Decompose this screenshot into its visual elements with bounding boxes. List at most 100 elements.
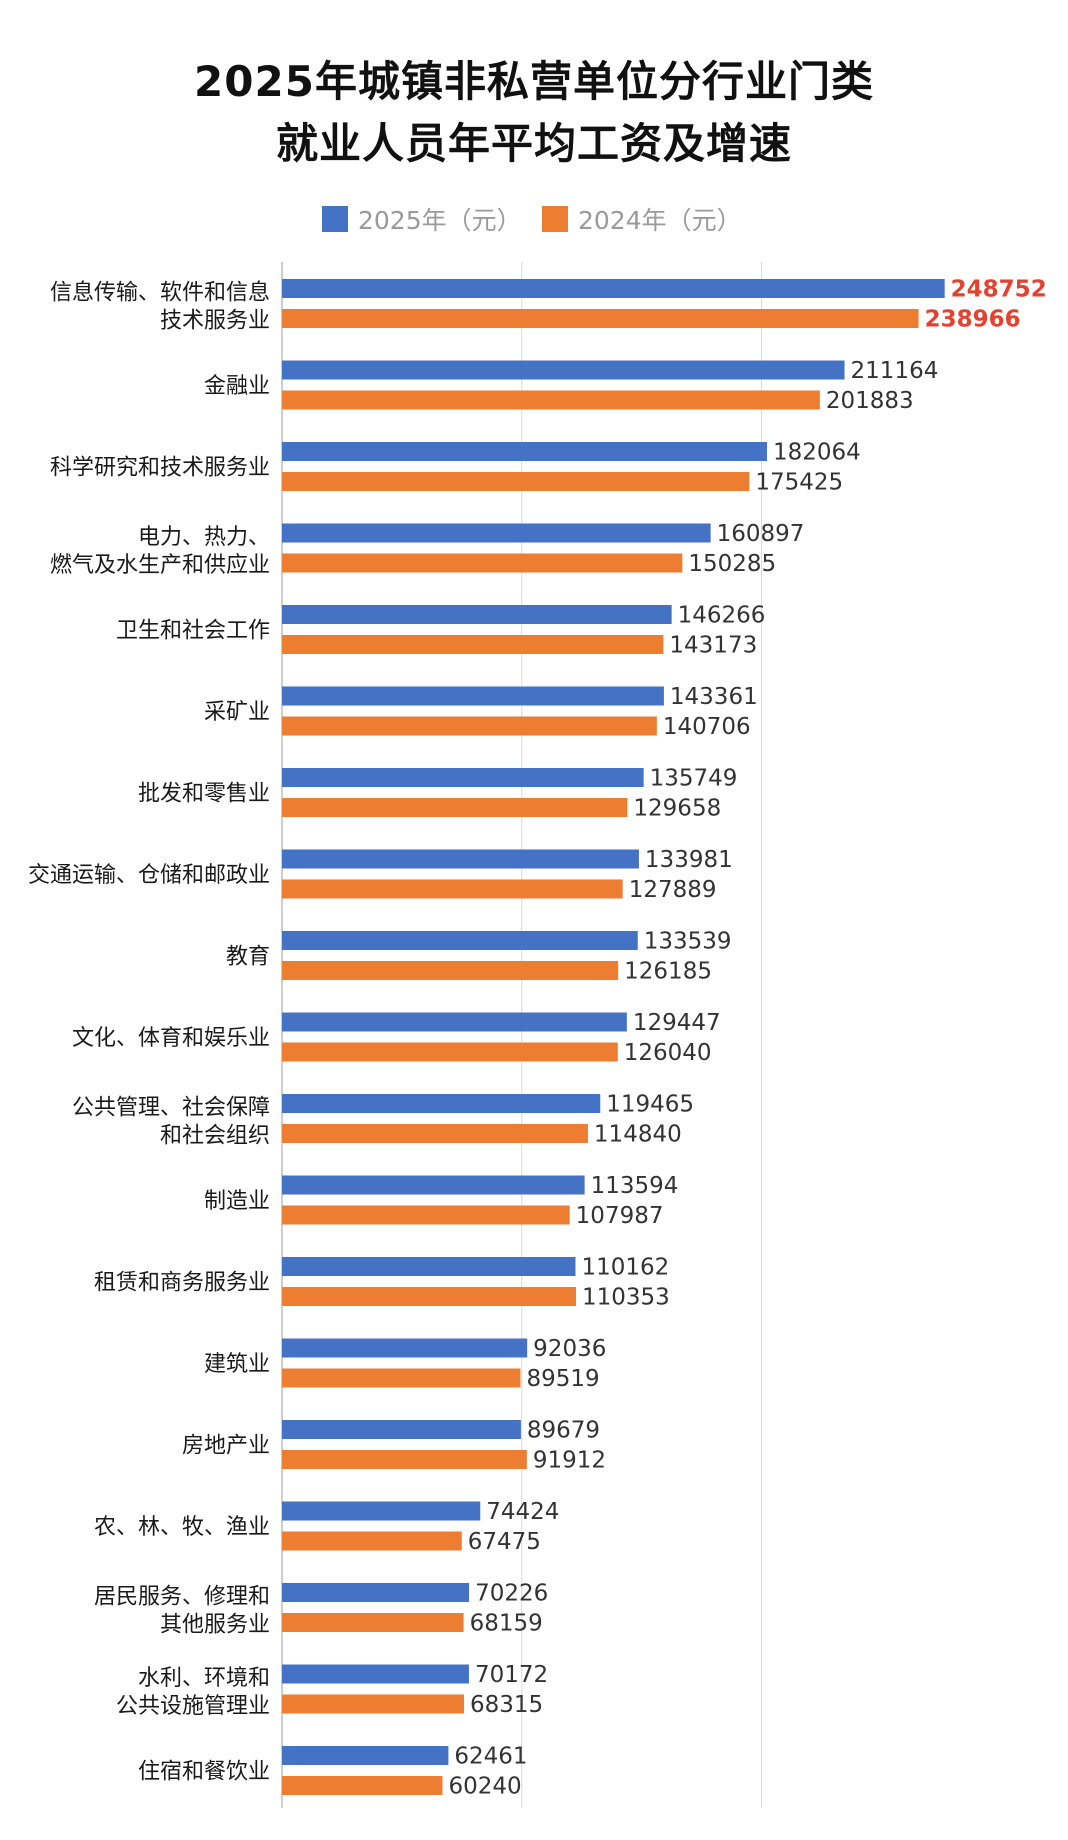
legend-label-2024: 2024年（元） <box>578 206 742 235</box>
category-label: 批发和零售业 <box>138 782 270 807</box>
bar-2024 <box>282 879 623 899</box>
value-label-2025: 248752 <box>951 277 1047 303</box>
bar-2024 <box>282 1531 462 1551</box>
bar-2025 <box>282 1583 470 1602</box>
value-label-2025: 119465 <box>606 1092 694 1118</box>
bar-2025 <box>282 523 711 543</box>
bar-2025 <box>282 1420 521 1439</box>
bar-2024 <box>282 472 750 491</box>
category-label: 水利、环境和公共设施管理业 <box>116 1666 270 1719</box>
bar-2025 <box>282 1501 481 1521</box>
category-label: 建筑业 <box>204 1352 270 1377</box>
bar-2024 <box>282 1694 464 1714</box>
bar-2025 <box>282 1175 585 1195</box>
legend-item-2024: 2024年（元） <box>542 202 742 236</box>
value-label-2024: 143173 <box>669 633 757 659</box>
bar-2025 <box>282 279 945 298</box>
bar-2024 <box>282 390 820 410</box>
value-label-2025: 146266 <box>678 603 766 629</box>
bar-2024 <box>282 635 664 654</box>
bar-2025 <box>282 1338 528 1358</box>
bar-2024 <box>282 1450 527 1469</box>
bar-2024 <box>282 1368 521 1388</box>
legend-label-2025: 2025年（元） <box>358 206 522 235</box>
bar-2025 <box>282 360 845 380</box>
category-label: 采矿业 <box>204 700 270 725</box>
bar-2025 <box>282 686 664 706</box>
value-label-2024: 60240 <box>448 1774 521 1800</box>
value-label-2025: 182064 <box>773 440 861 466</box>
category-label: 农、林、牧、渔业 <box>94 1515 270 1540</box>
value-label-2025: 113594 <box>591 1173 679 1199</box>
chart-title-line-1: 2025年城镇非私营单位分行业门类 <box>194 57 874 106</box>
bar-2024 <box>282 798 628 817</box>
category-label: 住宿和餐饮业 <box>138 1760 270 1785</box>
bar-2025 <box>282 605 672 624</box>
value-label-2024: 150285 <box>688 551 776 577</box>
category-label: 房地产业 <box>182 1434 270 1459</box>
value-label-2024: 201883 <box>826 388 914 414</box>
value-label-2025: 133539 <box>644 929 732 955</box>
value-label-2024: 238966 <box>925 307 1021 333</box>
bar-2024 <box>282 1042 618 1062</box>
category-label: 居民服务、修理和其他服务业 <box>94 1585 270 1638</box>
value-label-2024: 114840 <box>594 1122 682 1148</box>
category-label: 公共管理、社会保障和社会组织 <box>72 1096 270 1149</box>
value-label-2024: 89519 <box>526 1366 599 1392</box>
bar-2024 <box>282 1287 576 1306</box>
bar-2024 <box>282 1613 464 1632</box>
bar-2024 <box>282 1124 588 1143</box>
bar-2024 <box>282 1205 570 1225</box>
value-label-2024: 127889 <box>629 877 717 903</box>
value-label-2025: 211164 <box>851 358 939 384</box>
bar-2024 <box>282 1776 443 1795</box>
value-label-2024: 129658 <box>633 796 721 822</box>
category-label: 文化、体育和娱乐业 <box>72 1026 270 1051</box>
bar-2025 <box>282 1257 576 1276</box>
value-label-2024: 91912 <box>533 1448 606 1474</box>
bar-2025 <box>282 768 644 787</box>
value-label-2025: 74424 <box>486 1499 559 1525</box>
category-label: 信息传输、软件和信息技术服务业 <box>50 281 270 334</box>
value-label-2024: 140706 <box>663 714 751 740</box>
bar-2025 <box>282 442 768 461</box>
bar-2025 <box>282 1664 469 1684</box>
category-label: 制造业 <box>204 1189 270 1214</box>
value-label-2025: 129447 <box>633 1010 721 1036</box>
bar-2024 <box>282 961 619 980</box>
value-label-2025: 133981 <box>645 847 733 873</box>
bar-2024 <box>282 716 657 736</box>
value-label-2025: 70172 <box>475 1662 548 1688</box>
category-label: 科学研究和技术服务业 <box>50 456 270 481</box>
bar-2024 <box>282 553 683 573</box>
legend-item-2025: 2025年（元） <box>322 202 522 236</box>
category-label: 卫生和社会工作 <box>116 619 270 644</box>
value-label-2024: 110353 <box>582 1285 670 1311</box>
bar-2025 <box>282 1012 627 1032</box>
value-label-2025: 110162 <box>581 1255 669 1281</box>
bar-2025 <box>282 1746 449 1765</box>
value-label-2025: 62461 <box>454 1744 527 1770</box>
value-label-2024: 67475 <box>468 1529 541 1555</box>
value-label-2025: 70226 <box>475 1581 548 1607</box>
category-label: 租赁和商务服务业 <box>94 1271 270 1296</box>
value-label-2025: 143361 <box>670 684 758 710</box>
bar-2024 <box>282 309 919 328</box>
value-label-2025: 92036 <box>533 1336 606 1362</box>
category-label: 电力、热力、燃气及水生产和供应业 <box>50 525 270 578</box>
bar-2025 <box>282 1094 601 1113</box>
legend-swatch-2025 <box>322 206 348 232</box>
value-label-2025: 135749 <box>650 766 738 792</box>
bar-2025 <box>282 849 639 869</box>
chart-title-line-2: 就业人员年平均工资及增速 <box>275 119 792 168</box>
bar-2025 <box>282 931 638 950</box>
legend-swatch-2024 <box>542 206 568 232</box>
category-label: 金融业 <box>204 374 270 399</box>
category-label: 教育 <box>226 945 270 970</box>
value-label-2025: 160897 <box>717 521 805 547</box>
category-label: 交通运输、仓储和邮政业 <box>28 863 270 888</box>
value-label-2024: 126185 <box>624 959 712 985</box>
value-label-2024: 68159 <box>470 1611 543 1637</box>
